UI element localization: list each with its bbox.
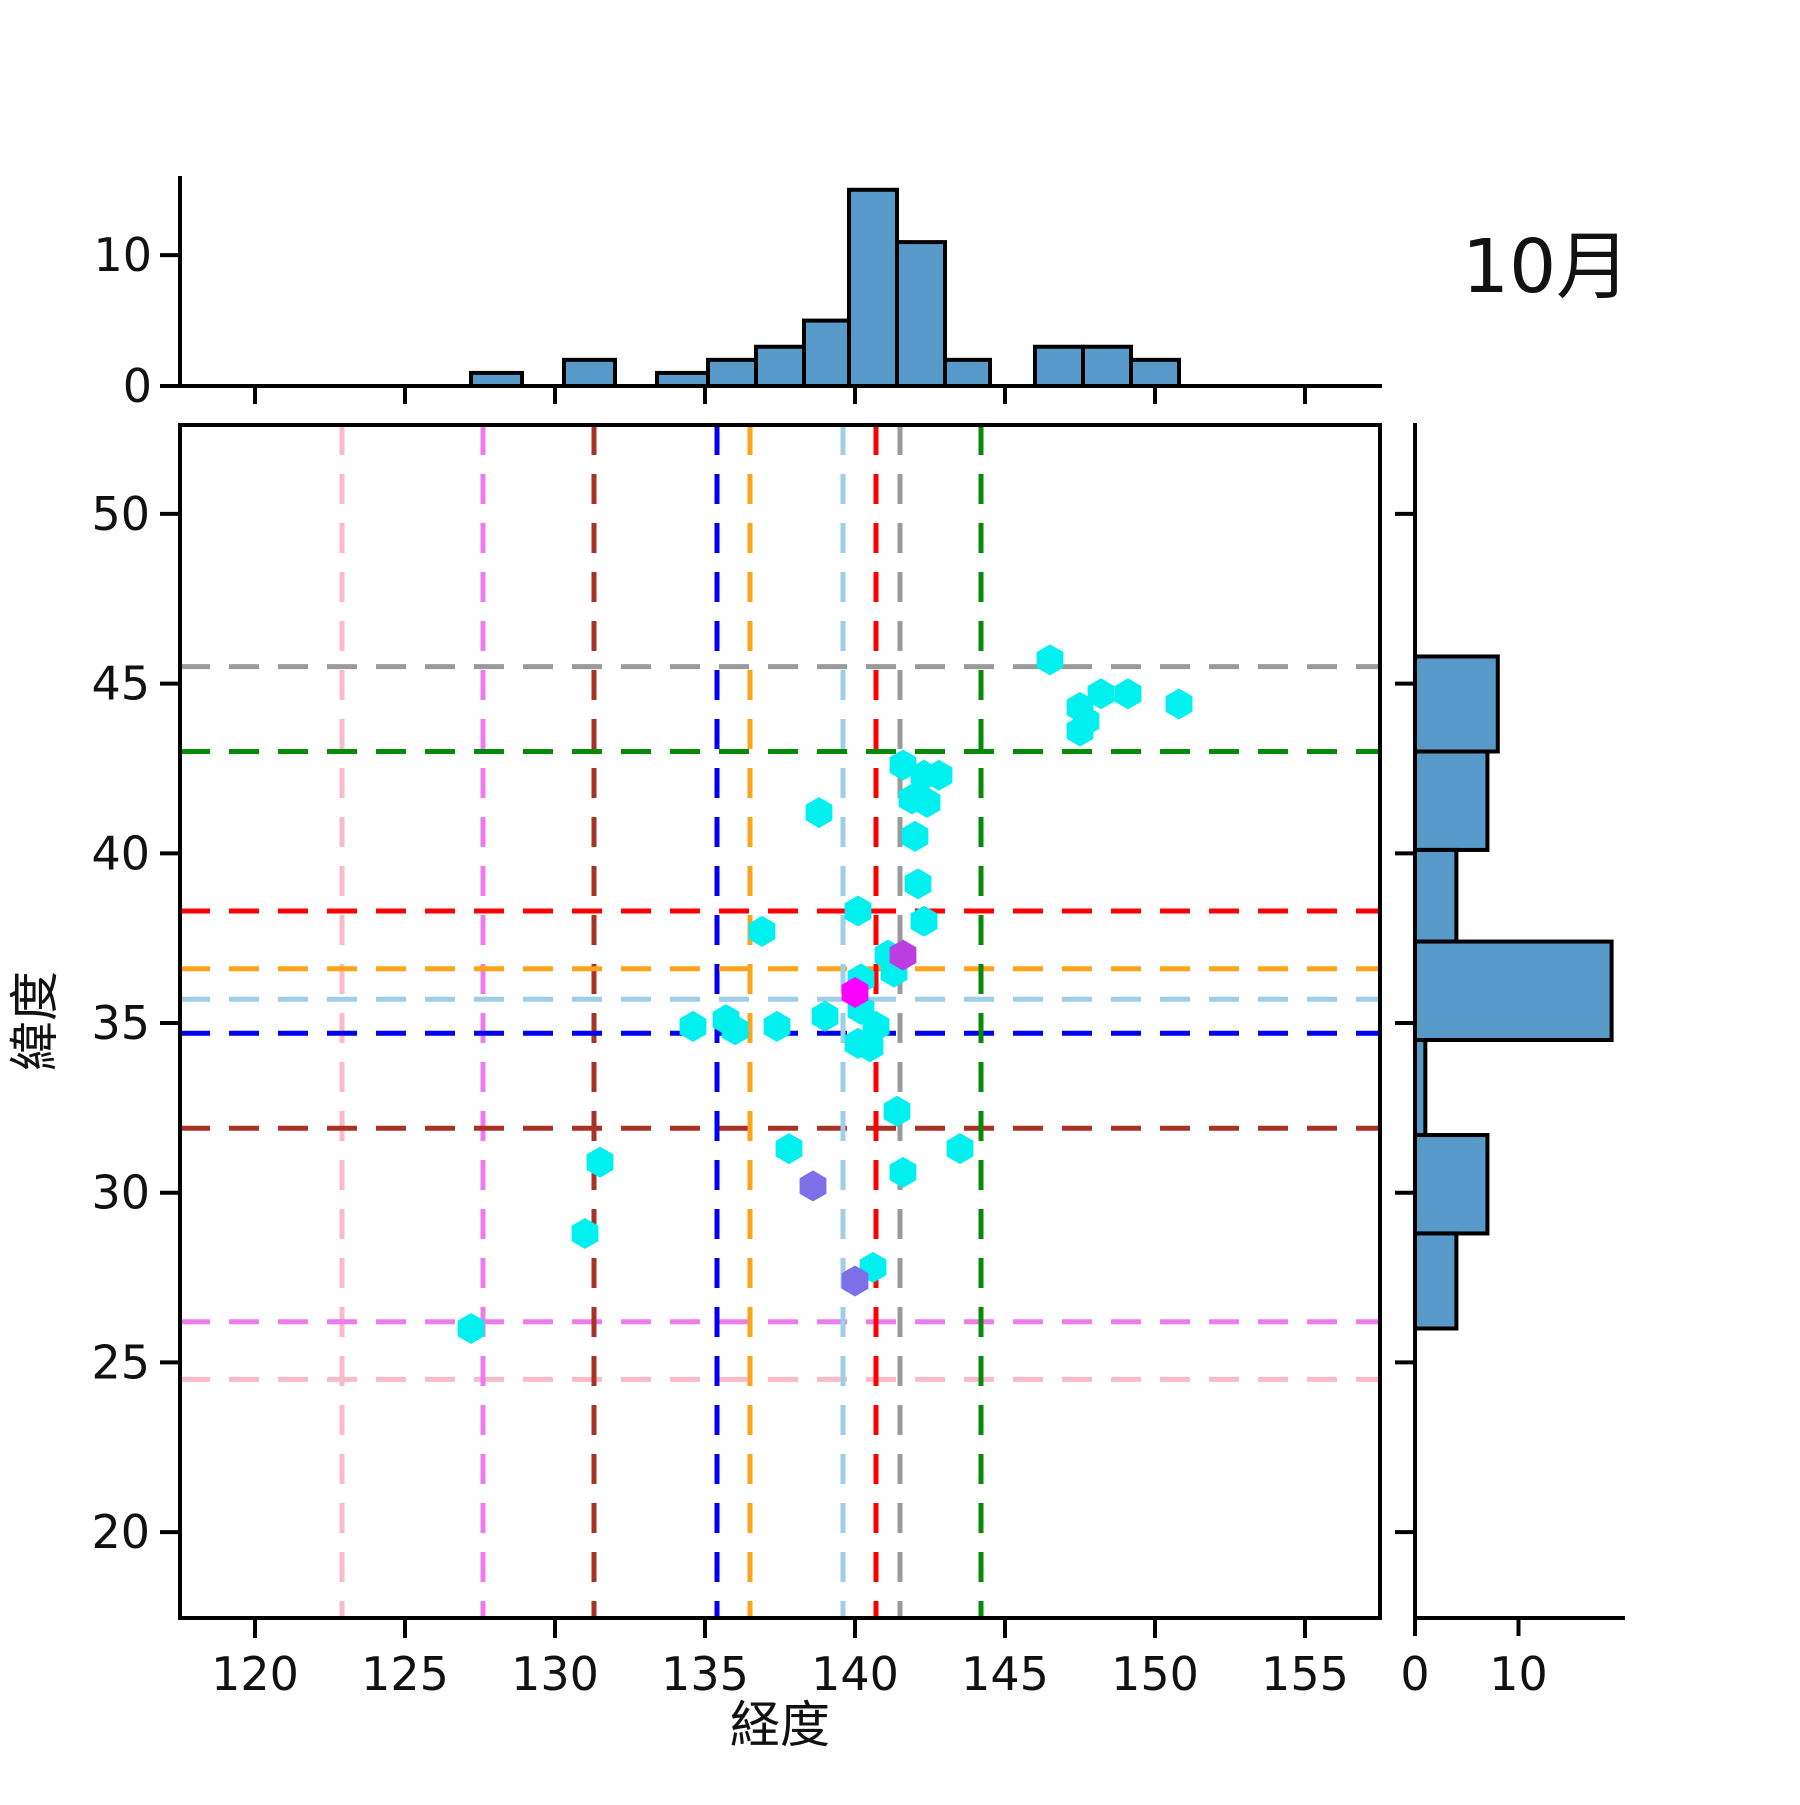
y-axis-tick-label: 25 [91, 1335, 150, 1389]
right-histogram-x-tick-label: 0 [1400, 1647, 1429, 1701]
scatter-point-orchid-hexagon [889, 939, 917, 971]
scatter-point-cyan-hexagons [889, 749, 917, 781]
y-axis-tick-label: 50 [91, 487, 150, 541]
x-axis-tick-label: 135 [661, 1647, 749, 1701]
scatter-point-cyan-hexagons [856, 1031, 884, 1063]
scatter-point-cyan-hexagons [946, 1133, 974, 1165]
scatter-point-cyan-hexagons [1036, 644, 1064, 676]
scatter-point-cyan-hexagons [913, 786, 941, 818]
top-histogram-bar [1129, 357, 1181, 389]
x-axis-tick-label: 120 [211, 1647, 299, 1701]
x-axis-tick-label: 125 [361, 1647, 449, 1701]
x-axis-tick-label: 140 [811, 1647, 899, 1701]
main-scatter-plot: 120 125 130 135 140 145 150 155 20 25 30 35 40 45 50 [91, 423, 1382, 1701]
top-histogram-bar [706, 357, 758, 389]
scatter-point-purple-hexagons [841, 1265, 869, 1297]
right-histogram-bar [1413, 939, 1614, 1042]
top-histogram-bar [1033, 344, 1085, 389]
scatter-point-cyan-hexagons [1114, 678, 1142, 710]
scatter-point-cyan-hexagons [925, 759, 953, 791]
scatter-point-cyan-hexagons [586, 1146, 614, 1178]
scatter-point-purple-hexagons [799, 1170, 827, 1202]
right-histogram-x-tick-label: 10 [1489, 1647, 1548, 1701]
x-axis-tick-label: 130 [511, 1647, 599, 1701]
scatter-point-cyan-hexagons [775, 1133, 803, 1165]
scatter-point-cyan-hexagons [1087, 678, 1115, 710]
scatter-point-cyan-hexagons [901, 820, 929, 852]
right-histogram-bar [1413, 749, 1490, 852]
x-axis-label: 経度 [730, 1696, 830, 1754]
x-axis-tick-label: 150 [1111, 1647, 1199, 1701]
scatter-point-cyan-hexagons [889, 1156, 917, 1188]
right-histogram: 0 10 [1395, 423, 1625, 1701]
scatter-point-cyan-hexagons [910, 905, 938, 937]
y-axis-tick-label: 45 [91, 657, 150, 711]
scatter-point-cyan-hexagons [571, 1218, 599, 1249]
top-histogram: 0 10 [93, 176, 1382, 413]
scatter-point-cyan-hexagons [805, 797, 833, 829]
scatter-point-cyan-hexagons [1066, 715, 1094, 747]
figure-title: 10月 [1462, 224, 1630, 310]
scatter-point-cyan-hexagons [763, 1010, 791, 1042]
scatter-point-cyan-hexagons [883, 1095, 911, 1127]
scatter-point-cyan-hexagons [721, 1014, 749, 1046]
scatter-point-cyan-hexagons [748, 915, 776, 947]
scatter-point-cyan-hexagons [457, 1313, 485, 1344]
scatter-point-cyan-hexagons [844, 895, 872, 927]
top-histogram-bar [895, 240, 947, 388]
scatter-point-cyan-hexagons [904, 868, 932, 900]
right-histogram-bar [1413, 1133, 1490, 1236]
x-axis-tick-label: 155 [1261, 1647, 1349, 1701]
top-histogram-y-tick-label: 10 [93, 228, 152, 282]
right-histogram-bar [1413, 654, 1500, 754]
top-histogram-y-tick-label: 0 [123, 359, 152, 413]
top-histogram-bar [754, 344, 806, 389]
top-histogram-bar [802, 318, 851, 388]
scatter-point-cyan-hexagons [811, 1000, 839, 1032]
scatter-point-magenta-hexagon [841, 977, 869, 1008]
scatter-point-cyan-hexagons [1165, 688, 1193, 720]
top-histogram-bar [847, 187, 899, 388]
y-axis-tick-label: 30 [91, 1166, 150, 1220]
scatter-point-cyan-hexagons [679, 1010, 707, 1042]
right-histogram-bar [1413, 847, 1459, 944]
y-axis-label: 緯度 [6, 971, 64, 1071]
y-axis-tick-label: 20 [91, 1505, 150, 1559]
right-histogram-bar [1413, 1231, 1459, 1331]
x-axis-tick-label: 145 [961, 1647, 1049, 1701]
top-histogram-bar [943, 357, 992, 389]
top-histogram-bar [562, 357, 617, 389]
y-axis-tick-label: 35 [91, 996, 150, 1050]
y-axis-tick-label: 40 [91, 826, 150, 880]
top-histogram-bar [1081, 344, 1133, 389]
